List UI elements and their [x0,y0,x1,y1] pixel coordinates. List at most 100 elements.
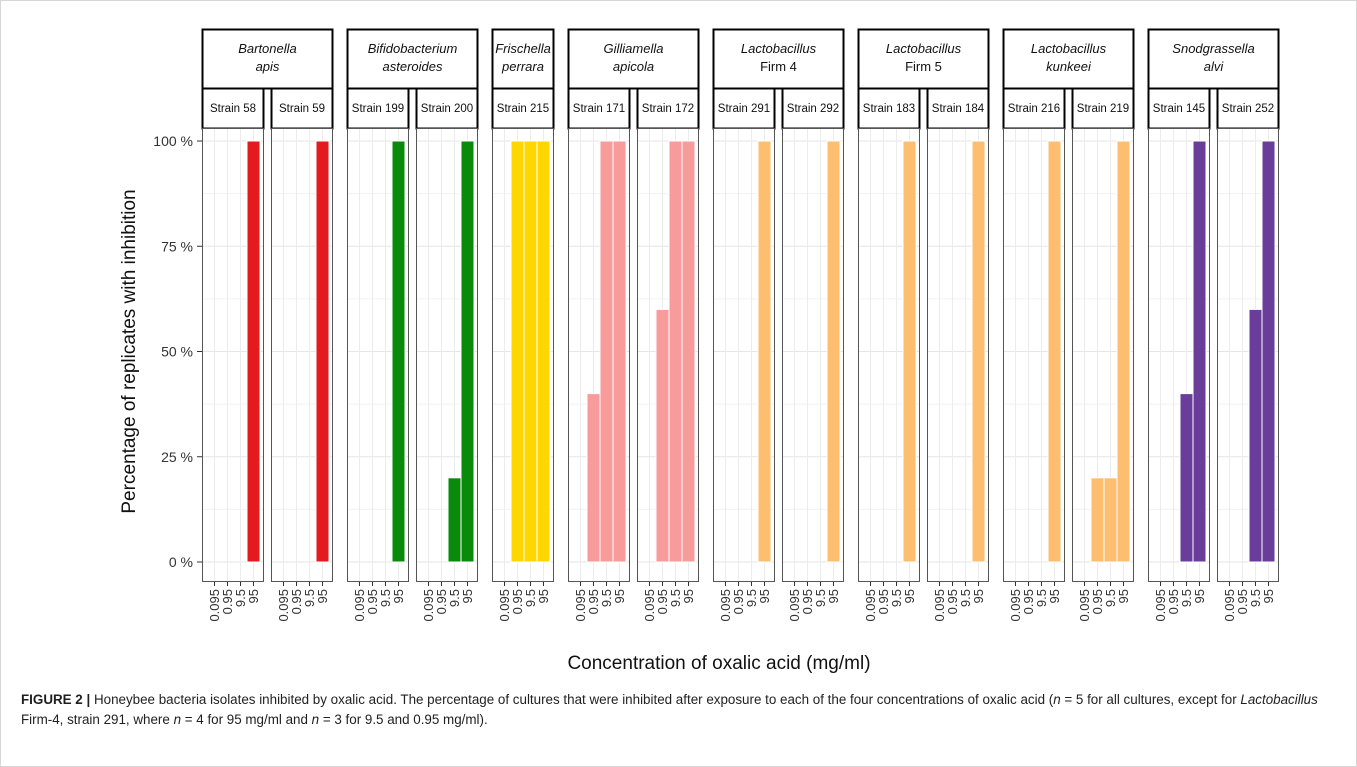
panel-border [271,128,333,582]
x-tick-label: 0.095 [863,589,878,622]
x-tick-label: 95 [1116,589,1131,603]
strain-label: Strain 215 [497,103,549,115]
strain-label: Strain 171 [573,103,625,115]
y-tick-label: 50 % [161,344,193,360]
x-tick-label: 0.095 [1222,589,1237,622]
strain-header [491,87,555,130]
x-tick-label: 9.5 [889,589,904,607]
panel-border [637,128,699,582]
group-name-label: Firm 5 [905,59,942,74]
x-tick-label: 0.95 [365,589,380,614]
x-tick-label: 9.5 [744,589,759,607]
faceted-bar-chart: Bartonella apis Bifidobacterium asteroides F… [119,28,1280,674]
strain-header [926,87,990,130]
y-tick-label: 0 % [169,554,193,570]
x-tick-label: 0.95 [434,589,449,614]
bar [1261,140,1276,563]
strain-label: Strain 292 [787,103,839,115]
strain-header [636,87,700,130]
x-tick-label: 95 [902,589,917,603]
x-tick-label: 9.5 [958,589,973,607]
x-tick-label: 0.095 [718,589,733,622]
figure-caption: FIGURE 2 | Honeybee bacteria isolates in… [21,690,1336,730]
x-tick-label: 0.95 [220,589,235,614]
bar [599,140,614,563]
group-name-label: Frischella [495,41,551,56]
x-tick-label: 95 [1192,589,1207,603]
panel-border [416,128,478,582]
bar [315,140,330,563]
x-tick-label: 95 [971,589,986,603]
group-name-label: apicola [613,59,654,74]
strain-label: Strain 59 [279,103,325,115]
x-tick-label: 0.95 [289,589,304,614]
x-axis-title: Concentration of oxalic acid (mg/ml) [567,653,870,674]
x-tick-label: 95 [612,589,627,603]
strain-header [781,87,845,130]
x-tick-label: 95 [536,589,551,603]
group-name-label: asteroides [383,59,443,74]
group-name-label: apis [256,59,280,74]
bar [612,140,627,563]
x-tick-label: 0.95 [1090,589,1105,614]
x-tick-label: 9.5 [668,589,683,607]
panel-border [782,128,844,582]
x-tick-label: 9.5 [599,589,614,607]
panel-border [858,128,920,582]
caption-segment: = 5 for all cultures, except for [1060,692,1241,707]
x-tick-label: 9.5 [447,589,462,607]
x-tick-label: 0.95 [731,589,746,614]
x-tick-label: 0.95 [800,589,815,614]
x-tick-label: 0.095 [1008,589,1023,622]
strain-header [567,87,631,130]
bar [1192,140,1207,563]
strain-header [201,87,265,130]
strain-label: Strain 219 [1077,103,1129,115]
group-header [1002,28,1135,90]
bar [826,140,841,563]
bar [1179,393,1194,563]
panel-border [713,128,775,582]
x-tick-label: 9.5 [233,589,248,607]
strain-header [857,87,921,130]
bar [1047,140,1062,563]
strain-header [415,87,479,130]
x-tick-label: 0.95 [586,589,601,614]
strain-label: Strain 252 [1222,103,1274,115]
x-tick-label: 0.95 [945,589,960,614]
group-header [857,28,990,90]
group-name-label: Lactobacillus [741,41,817,56]
bar [681,140,696,563]
panel-border [568,128,630,582]
bar [460,140,475,563]
bar [523,140,538,563]
strain-label: Strain 199 [352,103,404,115]
bar [536,140,551,563]
bar [246,140,261,563]
panel-border [347,128,409,582]
strain-label: Strain 200 [421,103,473,115]
panel-border [927,128,989,582]
panel-border [1148,128,1210,582]
x-tick-label: 0.095 [352,589,367,622]
x-tick-label: 0.95 [1021,589,1036,614]
group-name-label: Bifidobacterium [368,41,458,56]
caption-segment: Honeybee bacteria isolates inhibited by … [90,692,1054,707]
x-tick-label: 9.5 [378,589,393,607]
group-name-label: Lactobacillus [1031,41,1107,56]
bar [1116,140,1131,563]
panel-border [1003,128,1065,582]
x-tick-label: 0.095 [276,589,291,622]
x-tick-label: 95 [826,589,841,603]
x-tick-label: 9.5 [1248,589,1263,607]
group-name-label: alvi [1204,59,1225,74]
strain-header [1216,87,1280,130]
x-tick-label: 0.095 [932,589,947,622]
x-tick-label: 0.095 [642,589,657,622]
strain-header [1002,87,1066,130]
panel-border [202,128,264,582]
caption-segment: = 4 for 95 mg/ml and [181,712,312,727]
y-tick-label: 100 % [153,133,193,149]
panel-border [1217,128,1279,582]
figure-label: FIGURE 2 | [21,692,91,707]
